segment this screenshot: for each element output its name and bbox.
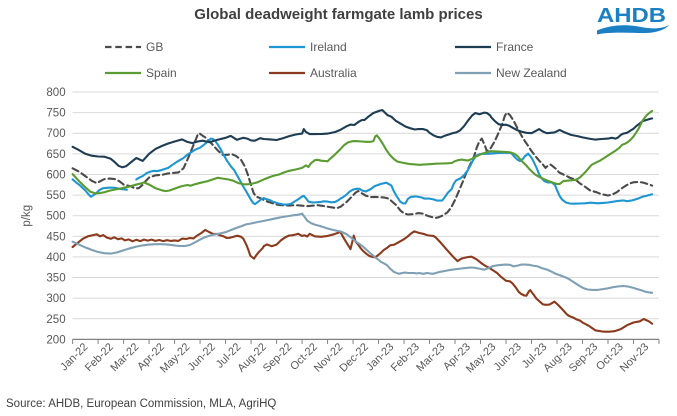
legend-item-new-zealand: New Zealand bbox=[455, 63, 567, 83]
y-axis-label-450: 450 bbox=[46, 231, 65, 243]
legend-swatch-spain-icon bbox=[105, 71, 141, 75]
y-axis-label-400: 400 bbox=[46, 252, 65, 264]
series-line-australia bbox=[71, 228, 654, 333]
source-note: Source: AHDB, European Commission, MLA, … bbox=[6, 398, 277, 410]
y-axis-label-750: 750 bbox=[46, 108, 65, 120]
chart-legend: GB Ireland France Spain Australia New Zealand bbox=[0, 36, 677, 86]
x-axis-label-Sep-22: Sep-22 bbox=[261, 341, 295, 375]
x-axis-label-Jun-22: Jun-22 bbox=[186, 341, 218, 373]
y-axis-label-350: 350 bbox=[46, 273, 65, 285]
ahdb-logo: AHDB bbox=[597, 4, 669, 35]
x-axis-label-Mar-23: Mar-23 bbox=[414, 341, 447, 374]
legend-item-ireland: Ireland bbox=[269, 37, 347, 57]
x-axis-label-Dec-22: Dec-22 bbox=[337, 341, 371, 375]
x-axis-label-Mar-22: Mar-22 bbox=[108, 341, 141, 374]
legend-swatch-new-zealand-icon bbox=[455, 71, 491, 75]
series-line-france bbox=[71, 109, 654, 169]
legend-label-gb: GB bbox=[146, 40, 164, 54]
y-axis-title: p/kg bbox=[21, 205, 33, 227]
legend-item-spain: Spain bbox=[105, 63, 177, 83]
series-line-gb bbox=[71, 111, 654, 219]
ahdb-logo-text: AHDB bbox=[597, 4, 666, 27]
legend-item-gb: GB bbox=[105, 37, 163, 57]
legend-swatch-gb-icon bbox=[105, 45, 141, 49]
x-axis-label-Jun-23: Jun-23 bbox=[492, 341, 524, 373]
legend-label-france: France bbox=[496, 40, 534, 54]
legend-item-france: France bbox=[455, 37, 533, 57]
legend-label-new-zealand: New Zealand bbox=[496, 66, 567, 80]
y-axis-label-800: 800 bbox=[46, 87, 65, 99]
ahdb-logo-wave-icon bbox=[597, 25, 669, 35]
x-axis-label-Sep-23: Sep-23 bbox=[567, 341, 601, 375]
legend-label-australia: Australia bbox=[310, 66, 357, 80]
y-axis-label-300: 300 bbox=[46, 293, 65, 305]
series-line-new-zealand bbox=[71, 212, 654, 294]
y-axis-label-700: 700 bbox=[46, 128, 65, 140]
legend-swatch-australia-icon bbox=[269, 71, 305, 75]
y-axis-label-250: 250 bbox=[46, 314, 65, 326]
series-line-spain bbox=[71, 109, 654, 195]
y-axis-label-550: 550 bbox=[46, 190, 65, 202]
legend-label-spain: Spain bbox=[146, 66, 177, 80]
legend-label-ireland: Ireland bbox=[310, 40, 347, 54]
y-axis-label-600: 600 bbox=[46, 169, 65, 181]
legend-swatch-ireland-icon bbox=[269, 45, 305, 49]
y-axis-label-200: 200 bbox=[46, 334, 65, 346]
x-axis-label-Nov-23: Nov-23 bbox=[618, 341, 652, 375]
y-axis-label-500: 500 bbox=[46, 211, 65, 223]
legend-swatch-france-icon bbox=[455, 45, 491, 49]
chart-title: Global deadweight farmgate lamb prices bbox=[194, 6, 483, 23]
y-axis-label-650: 650 bbox=[46, 149, 65, 161]
legend-item-australia: Australia bbox=[269, 63, 357, 83]
